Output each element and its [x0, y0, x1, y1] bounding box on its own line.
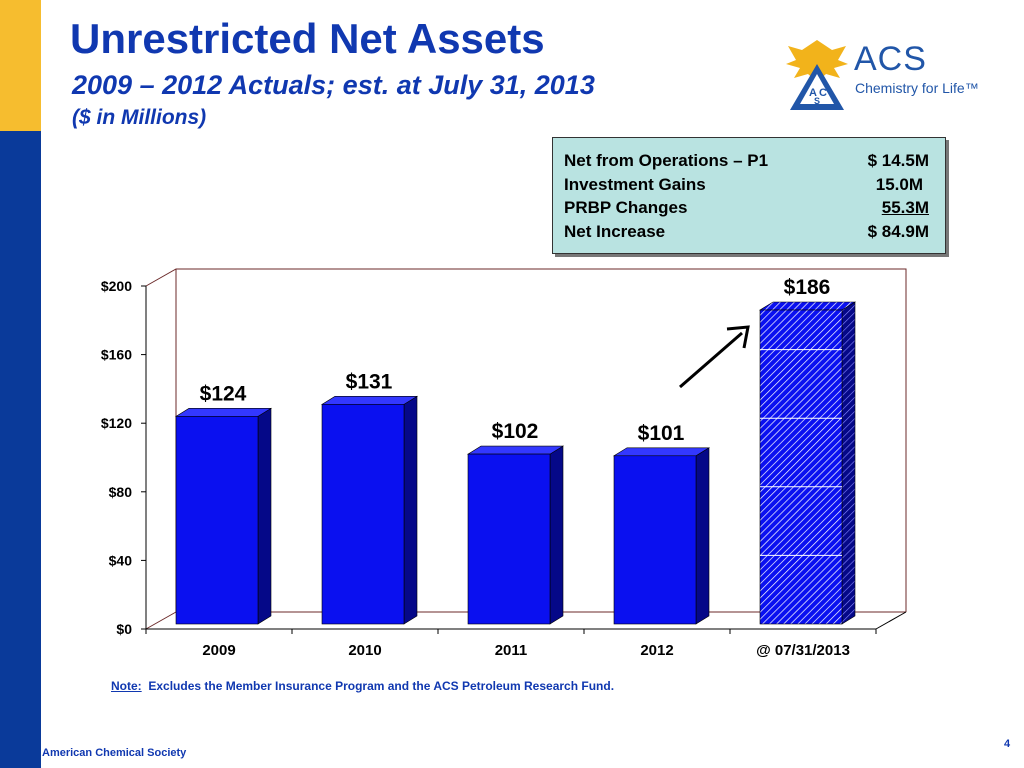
x-tick-label: 2012 [640, 642, 673, 659]
bars [174, 301, 857, 625]
bar-side-face [403, 395, 418, 625]
bar-estimated [758, 301, 857, 625]
bar-front-face [613, 455, 697, 625]
bar-data-label: $124 [200, 382, 247, 405]
bar-side-face [695, 447, 710, 625]
page-subtitle: 2009 – 2012 Actuals; est. at July 31, 20… [72, 70, 595, 100]
bar [612, 447, 711, 625]
bar-top-face [320, 396, 419, 405]
svg-text:C: C [819, 87, 827, 99]
trend-arrow [679, 325, 750, 389]
summary-label: PRBP Changes [564, 198, 688, 217]
bar-data-label: $131 [346, 370, 393, 393]
summary-row-operations: Net from Operations – P1 $ 14.5M [564, 150, 929, 172]
summary-label: Net from Operations – P1 [564, 151, 769, 170]
chart-floor-left-edge [145, 611, 177, 630]
bar-side-face [257, 407, 272, 625]
bar-top-face [612, 447, 711, 457]
chart-footnote: Note: Excludes the Member Insurance Prog… [111, 679, 614, 693]
note-label: Note: [111, 679, 142, 693]
units-label: ($ in Millions) [72, 106, 207, 129]
x-axis: 2009 2010 2011 2012 @ 07/31/2013 [145, 628, 877, 659]
bar-data-label: $102 [492, 420, 539, 443]
bar-top-face [466, 445, 565, 455]
logo-tagline: Chemistry for Life™ [855, 80, 979, 96]
bar [320, 395, 419, 625]
net-increase-summary-box: Net from Operations – P1 $ 14.5M Investm… [552, 137, 946, 254]
footer-organization: American Chemical Society [42, 747, 187, 759]
bar-top-face [758, 301, 857, 311]
summary-label: Investment Gains [564, 175, 706, 194]
bar [174, 407, 273, 625]
summary-label: Net Increase [564, 222, 666, 241]
summary-value: $ 84.9M [867, 222, 929, 241]
data-labels: $124 $131 $102 $101 $186 [200, 276, 831, 445]
y-axis: $0 $40 $80 $120 $160 $200 [101, 278, 147, 637]
bar-front-face [175, 416, 259, 625]
svg-text:S: S [814, 96, 820, 106]
bar-data-label: $186 [784, 276, 831, 299]
bar-side-face [841, 301, 856, 625]
summary-row-prbp: PRBP Changes 55.3M [564, 197, 929, 219]
bar-front-face [321, 404, 405, 625]
svg-text:A: A [809, 87, 817, 99]
y-tick-label: $0 [116, 621, 132, 637]
bar-data-label: $101 [638, 422, 685, 445]
logo-wordmark: ACS [854, 40, 927, 78]
bar [466, 445, 565, 625]
summary-value: 15.0M [875, 175, 923, 194]
summary-value: 55.3M [881, 198, 929, 217]
left-accent-block [0, 0, 41, 131]
chart-back-wall [145, 268, 907, 612]
summary-row-investment: Investment Gains 15.0M [564, 174, 929, 196]
upward-trend-arrow-icon [679, 331, 743, 389]
acs-eagle-emblem-icon: A C S [786, 40, 848, 110]
y-tick-label: $120 [101, 415, 132, 431]
bar-side-face [549, 445, 564, 625]
y-tick-label: $200 [101, 278, 132, 294]
y-tick-label: $80 [109, 484, 133, 500]
bar-front-face [467, 453, 551, 625]
y-tick-label: $160 [101, 347, 132, 363]
x-tick-label: 2010 [348, 642, 381, 659]
chart-floor-right-edge [875, 611, 907, 630]
arrow-head [726, 325, 750, 349]
page-title: Unrestricted Net Assets [70, 15, 545, 62]
bar-top-face [174, 408, 273, 417]
acs-logo: A C S ACS Chemistry for Life™ [782, 38, 982, 118]
x-tick-label: 2011 [495, 642, 528, 659]
summary-value: $ 14.5M [867, 151, 929, 170]
y-tick-label: $40 [109, 552, 133, 568]
summary-row-net-increase: Net Increase $ 84.9M [564, 221, 929, 243]
page-number: 4 [1004, 738, 1011, 750]
x-tick-label: 2009 [202, 642, 235, 659]
x-tick-label: @ 07/31/2013 [756, 642, 850, 659]
note-text: Excludes the Member Insurance Program an… [148, 679, 615, 693]
bar-front-face [759, 309, 843, 625]
